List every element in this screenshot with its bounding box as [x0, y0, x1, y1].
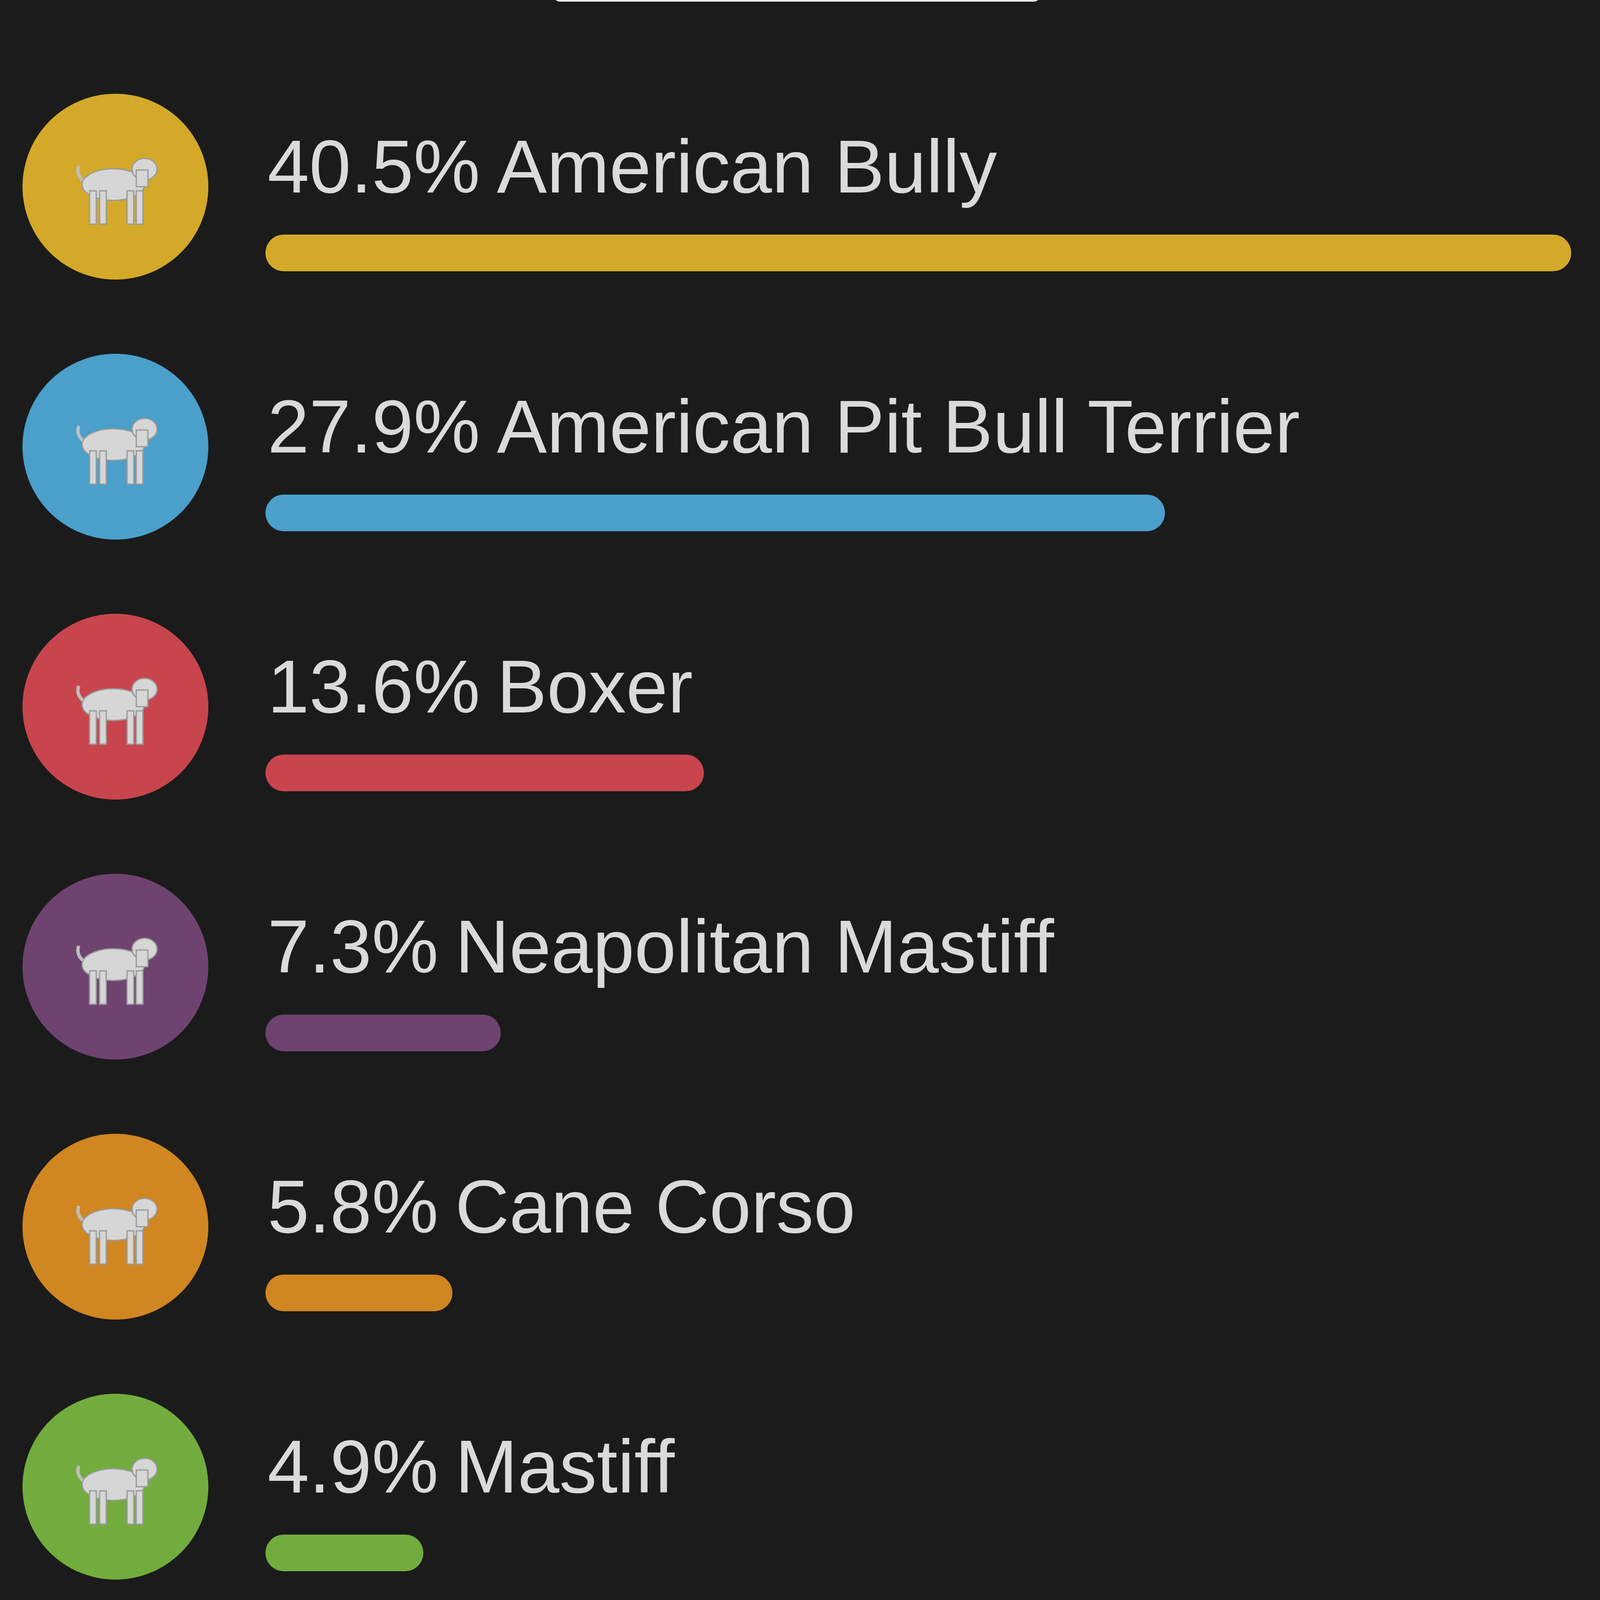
- row-label: 13.6%Boxer: [267, 644, 693, 729]
- dog-leg: [136, 1490, 143, 1525]
- dog-icon: [77, 1458, 158, 1525]
- dog-leg: [89, 1490, 97, 1525]
- dog-icon: [77, 938, 158, 1005]
- row-label: 40.5%American Bully: [267, 124, 998, 209]
- icon: [22, 353, 209, 540]
- dog-leg: [127, 190, 134, 225]
- dog-leg: [136, 970, 143, 1005]
- top-handle: [552, 0, 1042, 2]
- row-label: 5.8%Cane Corso: [267, 1164, 856, 1249]
- data-label: 5.8%: [267, 1164, 439, 1249]
- dog-leg: [136, 710, 143, 745]
- icon: [22, 873, 209, 1060]
- dog-leg: [89, 190, 97, 225]
- dog-tail: [77, 425, 83, 441]
- dog-icon: [77, 678, 158, 745]
- labels: 40.5%American Bully 27.9%American Pit Bul…: [267, 124, 1300, 1509]
- chart: 40.5%American Bully 27.9%American Pit Bul…: [0, 0, 1600, 1600]
- dog-leg: [127, 710, 134, 745]
- row-label: 27.9%American Pit Bull Terrier: [267, 384, 1300, 469]
- dog-neck: [136, 430, 148, 447]
- dog-leg: [89, 1230, 97, 1265]
- dog-neck: [136, 950, 148, 967]
- icon-circle: [22, 1393, 209, 1580]
- dog-neck: [136, 690, 148, 707]
- category-label: Mastiff: [455, 1424, 675, 1509]
- dog-leg: [127, 1490, 134, 1525]
- icon: [22, 93, 209, 280]
- row-label: 4.9%Mastiff: [267, 1424, 675, 1509]
- data-label: 4.9%: [267, 1424, 439, 1509]
- dog-leg: [136, 190, 143, 225]
- bar: [265, 754, 704, 792]
- dog-leg: [127, 450, 134, 485]
- icon-circle: [22, 613, 209, 800]
- bar: [265, 234, 1572, 272]
- bars: [265, 234, 1572, 1572]
- bar: [265, 1014, 501, 1052]
- icon-circle: [22, 93, 209, 280]
- category-label: American Pit Bull Terrier: [496, 384, 1300, 469]
- dog-tail: [77, 685, 83, 701]
- bar: [265, 1534, 424, 1572]
- dog-leg: [99, 190, 107, 225]
- dog-leg: [99, 710, 107, 745]
- dog-neck: [136, 1470, 148, 1487]
- icon-circle: [22, 873, 209, 1060]
- icons: [22, 93, 209, 1580]
- dog-tail: [77, 1465, 83, 1481]
- category-label: Neapolitan Mastiff: [455, 904, 1055, 989]
- icon: [22, 613, 209, 800]
- data-label: 7.3%: [267, 904, 439, 989]
- icon: [22, 1133, 209, 1320]
- dog-icon: [77, 418, 158, 485]
- dog-icon: [77, 1198, 158, 1265]
- row-label: 7.3%Neapolitan Mastiff: [267, 904, 1055, 989]
- category-label: Boxer: [496, 644, 693, 729]
- dog-leg: [99, 450, 107, 485]
- dog-leg: [136, 1230, 143, 1265]
- category-label: American Bully: [496, 124, 997, 209]
- data-label: 27.9%: [267, 384, 480, 469]
- dog-leg: [127, 970, 134, 1005]
- data-label: 13.6%: [267, 644, 480, 729]
- dog-leg: [99, 970, 107, 1005]
- dog-neck: [136, 1210, 148, 1227]
- dog-tail: [77, 945, 83, 961]
- bar: [265, 1274, 453, 1312]
- bar: [265, 494, 1165, 532]
- icon: [22, 1393, 209, 1580]
- dog-leg: [99, 1490, 107, 1525]
- dog-icon: [77, 158, 158, 225]
- icon-circle: [22, 353, 209, 540]
- dog-leg: [89, 450, 97, 485]
- background: [0, 0, 1600, 1600]
- dog-tail: [77, 1205, 83, 1221]
- icon-circle: [22, 1133, 209, 1320]
- dog-leg: [89, 710, 97, 745]
- dog-leg: [127, 1230, 134, 1265]
- dog-leg: [89, 970, 97, 1005]
- category-label: Cane Corso: [455, 1164, 855, 1249]
- dog-tail: [77, 165, 83, 181]
- dog-leg: [136, 450, 143, 485]
- dog-leg: [99, 1230, 107, 1265]
- data-label: 40.5%: [267, 124, 480, 209]
- dog-neck: [136, 170, 148, 187]
